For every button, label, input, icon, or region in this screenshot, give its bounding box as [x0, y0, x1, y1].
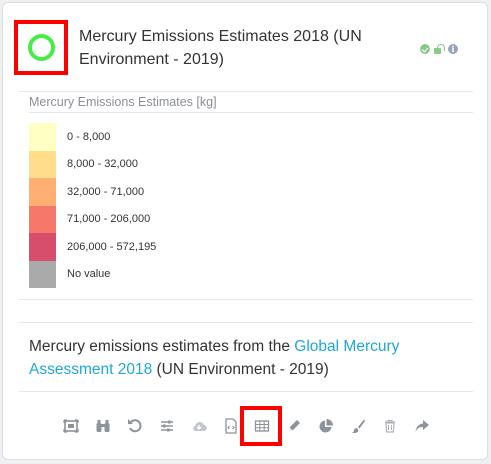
legend-label: No value	[67, 268, 111, 281]
layer-description: Mercury emissions estimates from the Glo…	[29, 335, 429, 381]
legend-item: 8,000 - 32,000	[29, 150, 156, 178]
zoom-extent-icon[interactable]	[63, 418, 79, 434]
table-button-highlight[interactable]	[240, 406, 282, 446]
legend-item: 206,000 - 572,195	[29, 233, 156, 261]
share-icon[interactable]	[414, 418, 430, 434]
legend-label: 32,000 - 71,000	[67, 185, 145, 198]
brush-icon[interactable]	[350, 418, 366, 434]
description-text: Mercury emissions estimates from the	[29, 338, 295, 355]
layer-visibility-toggle[interactable]	[14, 20, 68, 75]
sliders-icon[interactable]	[159, 418, 175, 434]
legend-item: 0 - 8,000	[29, 123, 156, 151]
refresh-icon[interactable]	[127, 418, 143, 434]
info-icon[interactable]: i	[448, 44, 458, 54]
binoculars-icon[interactable]	[95, 418, 111, 434]
legend-divider	[29, 112, 473, 113]
table-icon[interactable]	[254, 418, 270, 434]
legend-swatch	[29, 178, 56, 206]
legend-panel: Mercury Emissions Estimates [kg] 0 - 8,0…	[19, 91, 473, 300]
legend-item: 32,000 - 71,000	[29, 178, 156, 206]
legend-item: 71,000 - 206,000	[29, 205, 156, 233]
legend-label: 206,000 - 572,195	[67, 240, 157, 253]
legend-items: 0 - 8,000 8,000 - 32,000 32,000 - 71,000…	[29, 123, 156, 288]
assessment-link[interactable]: Global Mercury Assessment 2018	[29, 338, 400, 378]
legend-swatch	[29, 123, 56, 151]
legend-swatch	[29, 233, 56, 261]
description-text-end: (UN Environment - 2019)	[152, 361, 329, 378]
legend-title: Mercury Emissions Estimates [kg]	[29, 95, 217, 109]
legend-label: 8,000 - 32,000	[67, 158, 138, 171]
circle-toggle-icon	[28, 34, 55, 61]
legend-swatch	[29, 205, 56, 233]
code-file-icon[interactable]	[223, 418, 239, 434]
cloud-download-icon[interactable]	[191, 418, 207, 434]
pencil-icon[interactable]	[286, 418, 302, 434]
legend-item: No value	[29, 260, 156, 288]
pie-chart-icon[interactable]	[318, 418, 334, 434]
legend-swatch	[29, 150, 56, 178]
status-icons: i	[420, 43, 458, 55]
legend-label: 0 - 8,000	[67, 130, 111, 143]
layer-card: Mercury Emissions Estimates 2018 (UN Env…	[2, 2, 488, 460]
trash-icon[interactable]	[382, 418, 398, 434]
check-icon	[420, 44, 430, 54]
unlock-icon	[434, 44, 445, 54]
layer-header: Mercury Emissions Estimates 2018 (UN Env…	[3, 3, 487, 91]
layer-title: Mercury Emissions Estimates 2018 (UN Env…	[79, 28, 362, 68]
description-panel: Mercury emissions estimates from the Glo…	[19, 322, 473, 392]
legend-swatch	[29, 260, 56, 288]
legend-label: 71,000 - 206,000	[67, 213, 151, 226]
layer-toolbar	[0, 410, 491, 450]
